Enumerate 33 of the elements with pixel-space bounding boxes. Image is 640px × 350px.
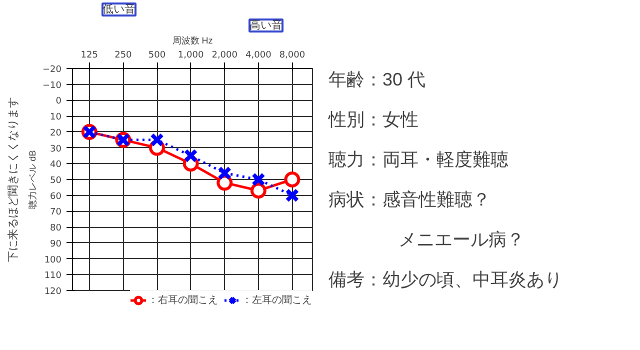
text: 病状：感音性難聴？: [328, 190, 490, 210]
legend-label: ：右耳の聞こえ: [148, 294, 218, 307]
x-tick-label: 125: [80, 50, 98, 60]
y-tick-label: −10: [42, 80, 62, 91]
x-axis-title: 周波数 Hz: [172, 36, 214, 46]
y-tick-label: 20: [50, 128, 62, 138]
y-tick-label: 90: [50, 239, 62, 250]
y-axis-title: 聴力レベル dB: [28, 150, 38, 209]
y-tick-label: 40: [50, 160, 62, 170]
y-tick-label: 100: [44, 255, 62, 266]
y-tick-label: 110: [44, 271, 62, 282]
y-tick-label: 0: [56, 96, 62, 107]
y-tick-label: 120: [44, 287, 62, 297]
x-tick-label: 8,000: [279, 50, 306, 60]
x-tick-label: 1,000: [178, 50, 204, 60]
y-tick-label: 30: [50, 144, 62, 154]
x-tick-label: 4,000: [246, 50, 272, 60]
text: 下に来るほど聞きにくくなります: [6, 97, 20, 262]
x-tick-label: 250: [114, 50, 132, 60]
text: 性別：女性: [328, 110, 418, 130]
y-tick-label: 10: [50, 112, 62, 123]
text: 聴力：両耳・軽度難聴: [328, 150, 508, 170]
legend-label: ：左耳の聞こえ: [242, 294, 312, 307]
y-tick-label: 50: [50, 176, 62, 186]
y-tick-label: 70: [50, 208, 62, 218]
text: 備考：幼少の頃、中耳炎あり: [328, 270, 562, 290]
x-tick-label: 2,000: [212, 50, 238, 60]
x-tick-label: 500: [148, 50, 166, 60]
y-tick-label: 60: [50, 192, 62, 202]
y-tick-label: −20: [42, 65, 62, 75]
y-tick-label: 80: [50, 224, 62, 234]
text: 年齢：30 代: [328, 70, 426, 90]
text: メニエール病？: [398, 230, 524, 250]
